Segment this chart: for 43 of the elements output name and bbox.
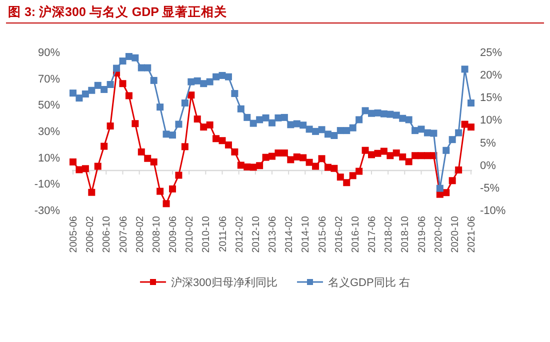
legend-label: 沪深300归母净利同比 [171,276,278,289]
x-tick-label: 2020-02 [433,216,444,253]
x-tick-label: 2014-02 [284,216,296,253]
y-tick-label: 50% [38,100,60,112]
x-tick-label: 2006-10 [102,216,113,253]
x-tick-label: 2017-06 [367,216,378,253]
x-tick-label: 2012-10 [250,216,262,253]
y2-tick-label: 10% [480,114,502,127]
x-tick-label: 2019-06 [416,216,428,253]
x-tick-label: 2009-06 [168,216,179,253]
y2-tick-label: -10% [480,205,506,217]
x-tick-label: 2006-02 [85,216,96,253]
y2-tick-label: 25% [480,47,502,59]
y-tick-label: 70% [38,73,60,86]
y2-tick-label: 0% [480,160,496,172]
x-tick-label: 2018-02 [384,216,395,253]
y2-tick-label: 20% [480,70,502,82]
x-tick-label: 2016-02 [334,216,345,253]
x-tick-label: 2020-10 [450,216,461,253]
x-tick-label: 2008-02 [134,216,146,253]
y-tick-label: 30% [38,126,60,138]
y-tick-label: -30% [34,205,60,217]
x-tick-label: 2016-10 [350,216,362,253]
y2-tick-label: -5% [480,182,500,194]
x-tick-label: 2012-02 [234,216,246,253]
x-tick-label: 2018-10 [400,216,412,253]
x-tick-label: 2014-10 [300,216,312,253]
legend-label: 名义GDP同比 右 [328,276,410,289]
y-tick-label: 90% [38,47,60,59]
x-tick-label: 2010-10 [201,216,212,253]
title: 图 3: 沪深300 与名义 GDP 显著正相关 [8,5,228,19]
y-tick-label: -10% [34,178,60,191]
y2-tick-label: 5% [480,137,496,150]
x-tick-label: 2008-10 [151,216,162,253]
x-tick-label: 2011-06 [218,216,229,252]
x-tick-label: 2021-06 [466,216,478,253]
y-tick-label: 10% [38,152,60,164]
x-tick-label: 2010-02 [184,216,196,253]
x-tick-label: 2015-06 [317,216,328,253]
x-tick-label: 2013-06 [268,216,278,253]
x-tick-label: 2007-06 [118,216,130,253]
x-tick-label: 2005-06 [68,216,80,253]
y2-tick-label: 15% [480,92,502,104]
